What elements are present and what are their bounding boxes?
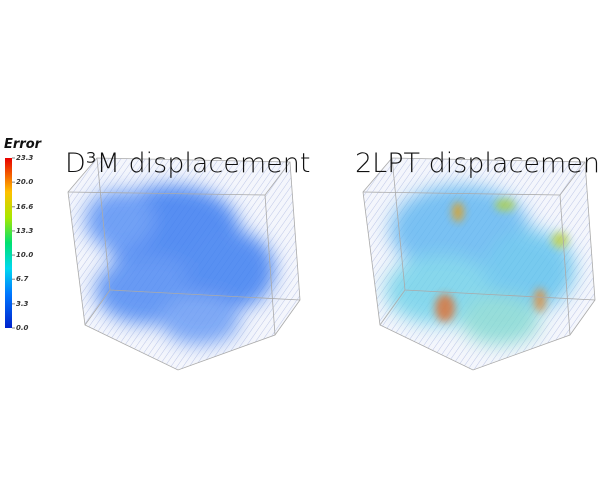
colorbar-tick-label: 3.3 <box>16 300 29 308</box>
colorbar-tick-label: 20.0 <box>16 178 33 186</box>
colorbar-tick-label: 23.3 <box>16 154 33 162</box>
colorbar <box>5 158 12 328</box>
colorbar-tick-label: 0.0 <box>16 324 29 332</box>
cube-d3m <box>67 157 301 371</box>
panel-title: 2LPT displacement <box>355 148 600 179</box>
colorbar-tick-label: 16.6 <box>16 203 33 211</box>
cube-2lpt <box>362 157 596 371</box>
colorbar-tick-label: 13.3 <box>16 227 33 235</box>
colorbar-tick-label: 10.0 <box>16 251 33 259</box>
colorbar-title: Error <box>4 137 43 152</box>
panel-title: D³M displacement <box>65 148 310 179</box>
colorbar-tick-label: 6.7 <box>16 275 29 283</box>
